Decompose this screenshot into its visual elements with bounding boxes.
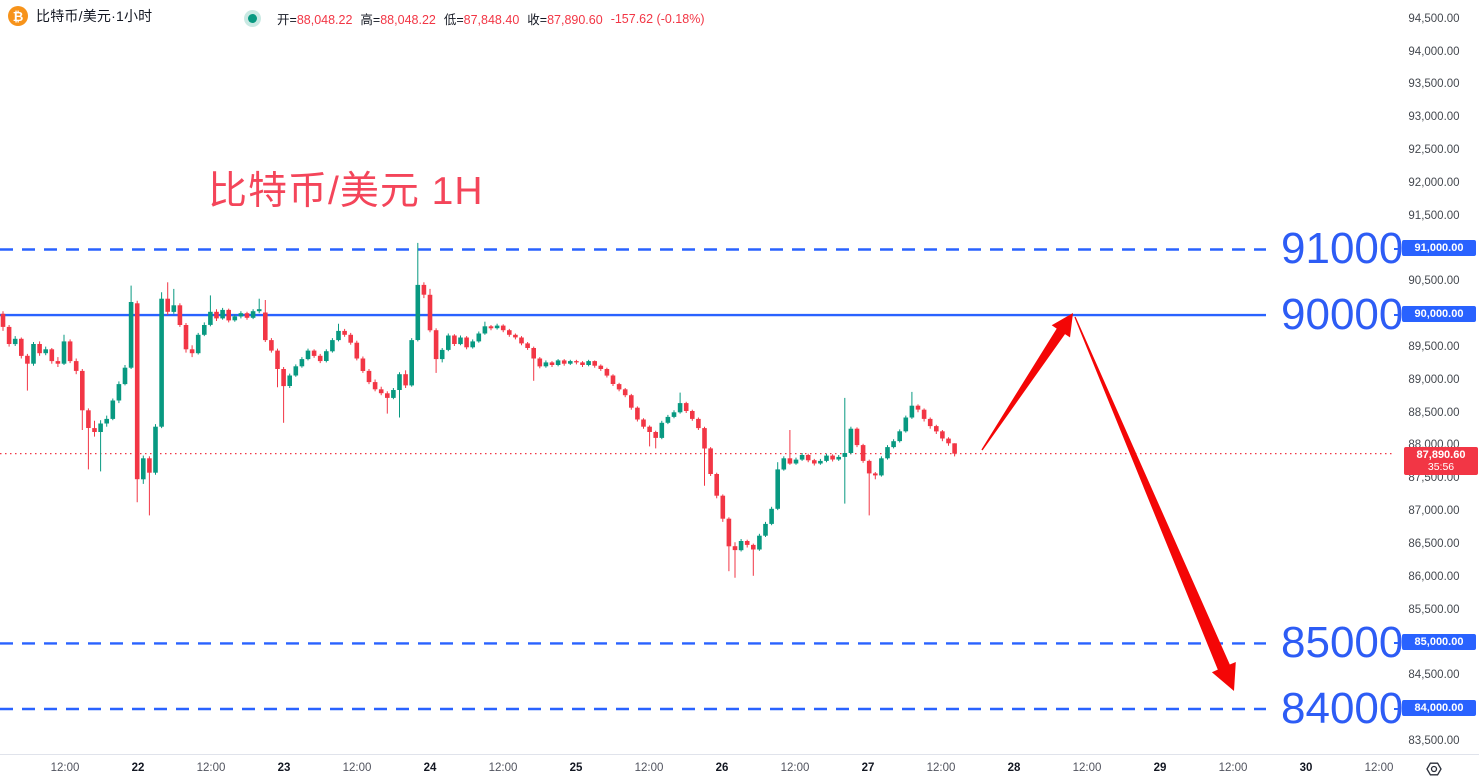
time-tick-hour: 12:00 bbox=[342, 762, 372, 774]
price-chart-plot[interactable]: ₿ 比特币/美元·1小时 开=88,048.22 高=88,048.22 低=87,… bbox=[0, 0, 1404, 755]
legend: ₿ 比特币/美元·1小时 bbox=[8, 6, 152, 26]
time-tick-day: 29 bbox=[1153, 762, 1167, 774]
trend-arrow-down[interactable] bbox=[1074, 316, 1236, 691]
time-tick-day: 23 bbox=[277, 762, 291, 774]
time-tick-hour: 12:00 bbox=[1364, 762, 1394, 774]
time-tick-day: 28 bbox=[1007, 762, 1021, 774]
price-tick: 91,500.00 bbox=[1408, 209, 1460, 222]
trend-arrow-up[interactable] bbox=[981, 313, 1073, 451]
ohlc-label: 低= bbox=[443, 13, 464, 27]
time-tick-day: 24 bbox=[423, 762, 437, 774]
price-tick: 87,000.00 bbox=[1408, 505, 1460, 518]
time-tick-hour: 12:00 bbox=[780, 762, 810, 774]
price-tick: 92,000.00 bbox=[1408, 176, 1460, 189]
level-label-90000[interactable]: 90000 bbox=[1281, 290, 1404, 340]
price-tick: 93,000.00 bbox=[1408, 111, 1460, 124]
bitcoin-icon: ₿ bbox=[8, 6, 28, 26]
bar-countdown: 35:56 bbox=[1427, 461, 1455, 474]
time-tick-day: 26 bbox=[715, 762, 729, 774]
price-tick: 87,500.00 bbox=[1408, 472, 1460, 485]
time-tick-day: 22 bbox=[131, 762, 145, 774]
ohlc-value: 88,048.22 bbox=[296, 13, 353, 27]
price-tick: 84,500.00 bbox=[1408, 669, 1460, 682]
time-tick-hour: 12:00 bbox=[634, 762, 664, 774]
annotation-text[interactable]: 比特币/美元 1H bbox=[208, 170, 484, 213]
price-tick: 94,500.00 bbox=[1408, 12, 1460, 25]
price-tick: 89,500.00 bbox=[1408, 340, 1460, 353]
price-axis[interactable]: 94,500.00 94,000.00 93,500.00 93,000.00 92,5… bbox=[1394, 0, 1479, 755]
time-tick-day: 30 bbox=[1299, 762, 1313, 774]
price-tick: 94,000.00 bbox=[1408, 45, 1460, 58]
time-tick-hour: 12:00 bbox=[1218, 762, 1248, 774]
symbol-title[interactable]: 比特币/美元·1小时 bbox=[36, 8, 153, 24]
time-tick-hour: 12:00 bbox=[196, 762, 226, 774]
price-tick: 89,000.00 bbox=[1408, 373, 1460, 386]
current-price-badge: 87,890.60 35:56 bbox=[1404, 446, 1478, 476]
ohlc-readout: 开=88,048.22 高=88,048.22 低=87,848.40 收=87,89… bbox=[244, 9, 705, 28]
time-tick-day: 27 bbox=[861, 762, 875, 774]
price-tick: 83,500.00 bbox=[1408, 734, 1460, 747]
ohlc-value: 88,048.22 bbox=[380, 13, 436, 27]
price-badge-90000: 90,000.00 bbox=[1394, 306, 1476, 323]
price-tick: 90,500.00 bbox=[1408, 275, 1460, 288]
price-tick: 85,500.00 bbox=[1408, 603, 1460, 616]
level-label-85000[interactable]: 85000 bbox=[1281, 618, 1404, 668]
price-change: -157.62 (-0.18%) bbox=[610, 11, 705, 26]
price-tick: 92,500.00 bbox=[1408, 144, 1460, 156]
settings-icon[interactable] bbox=[1424, 760, 1444, 778]
ohlc-label: 开= bbox=[277, 13, 297, 27]
ohlc-values: 开=88,048.22 高=88,048.22 低=87,848.40 收=87,89… bbox=[269, 9, 603, 28]
ohlc-label: 高= bbox=[360, 13, 381, 27]
level-label-84000[interactable]: 84000 bbox=[1281, 684, 1404, 734]
price-badge-91000: 91,000.00 bbox=[1394, 240, 1476, 257]
time-tick-hour: 12:00 bbox=[926, 762, 956, 774]
time-tick-hour: 12:00 bbox=[488, 762, 518, 774]
level-label-91000[interactable]: 91000 bbox=[1281, 224, 1404, 274]
time-axis[interactable]: 12:00 22 12:00 23 12:00 24 12:00 25 12:00 26 12:00… bbox=[0, 754, 1479, 784]
price-tick: 88,500.00 bbox=[1408, 406, 1460, 419]
price-tick: 93,500.00 bbox=[1408, 78, 1460, 91]
time-tick-hour: 12:00 bbox=[1072, 762, 1102, 774]
price-badge-84000: 84,000.00 bbox=[1394, 700, 1476, 717]
price-tick: 86,500.00 bbox=[1408, 537, 1460, 550]
current-price-value: 87,890.60 bbox=[1416, 448, 1466, 461]
ohlc-value: 87,890.60 bbox=[547, 13, 603, 27]
time-tick-day: 25 bbox=[569, 762, 583, 774]
candlestick-canvas[interactable] bbox=[0, 0, 1395, 755]
price-tick: 86,000.00 bbox=[1408, 570, 1460, 583]
market-status-dot bbox=[248, 14, 257, 23]
price-badge-85000: 85,000.00 bbox=[1394, 634, 1476, 651]
time-tick-hour: 12:00 bbox=[50, 762, 80, 774]
ohlc-value: 87,848.40 bbox=[463, 13, 520, 27]
ohlc-label: 收= bbox=[527, 13, 548, 27]
